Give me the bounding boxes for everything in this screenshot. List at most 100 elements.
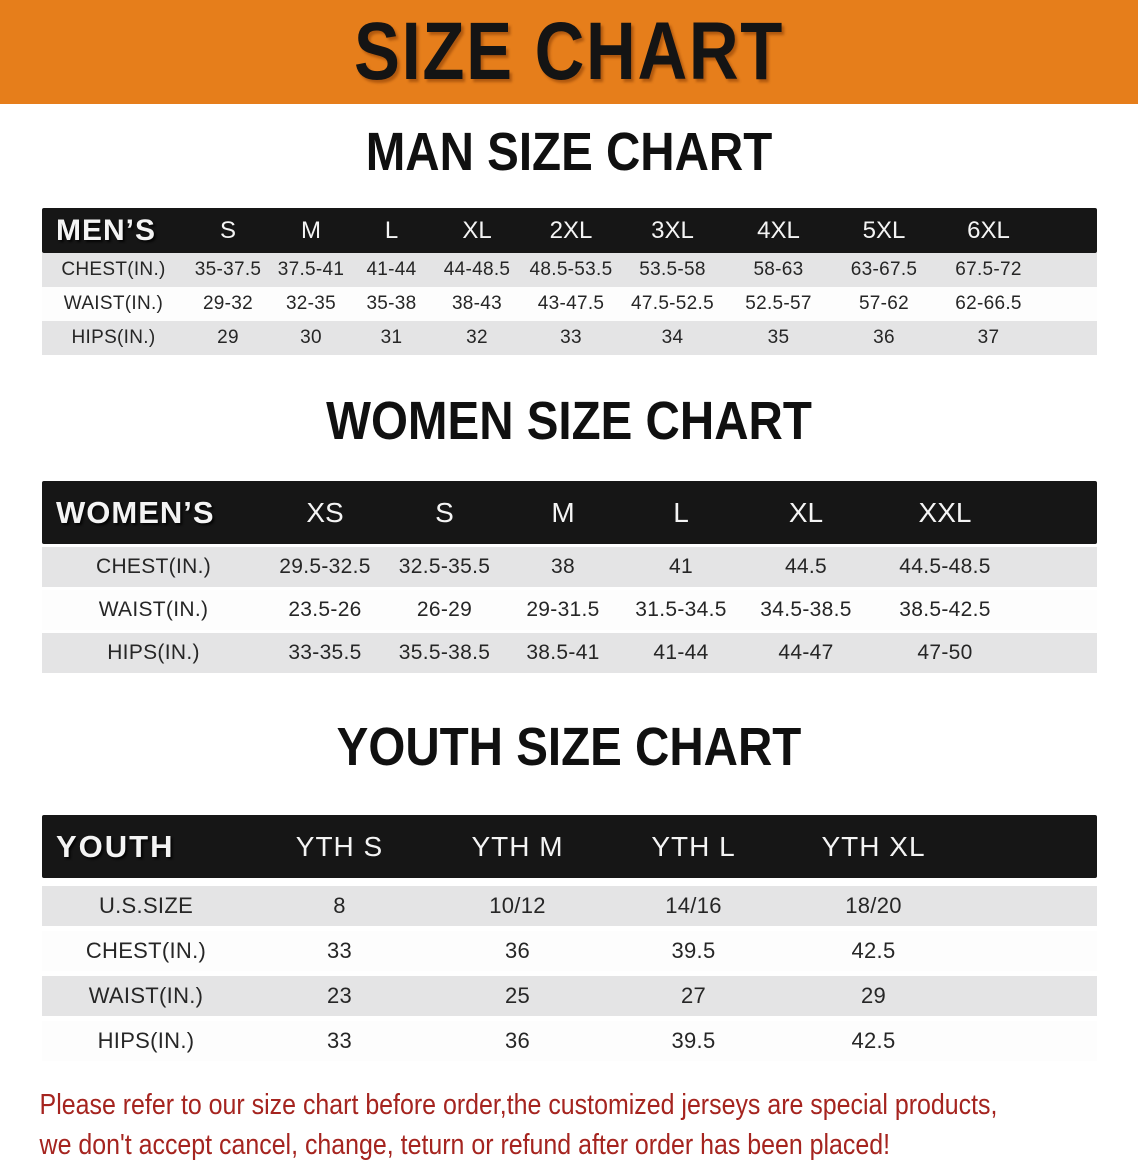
size-cell: 35.5-38.5 <box>398 641 491 664</box>
column-header-xl: XL <box>462 216 492 244</box>
size-cell: 41-44 <box>366 259 417 280</box>
size-cell: 41 <box>669 555 693 578</box>
size-cell: 63-67.5 <box>850 259 918 280</box>
disclaimer: Please refer to our size chart before or… <box>0 1085 1138 1165</box>
column-header-xxl: XXL <box>918 496 972 528</box>
size-cell: 67.5-72 <box>955 259 1022 280</box>
men-table-title: MEN’S <box>56 213 157 247</box>
size-cell: 38.5-42.5 <box>899 598 991 621</box>
size-cell: 33-35.5 <box>288 641 362 664</box>
size-cell: 44.5-48.5 <box>899 555 991 578</box>
youth-ussize-row: U.S.SIZE 8 10/12 14/16 18/20 <box>42 886 1097 926</box>
youth-section-heading-text: YOUTH SIZE CHART <box>336 717 802 777</box>
row-label: HIPS(IN.) <box>107 641 200 664</box>
column-header-m: M <box>551 496 575 528</box>
size-cell: 42.5 <box>851 1028 896 1053</box>
size-cell: 34.5-38.5 <box>760 598 852 621</box>
column-header-l: L <box>673 496 689 528</box>
size-cell: 38.5-41 <box>526 641 600 664</box>
size-cell: 32.5-35.5 <box>398 555 491 578</box>
size-cell: 48.5-53.5 <box>529 259 613 280</box>
size-cell: 53.5-58 <box>639 259 706 280</box>
size-cell: 44-48.5 <box>443 259 511 280</box>
men-section-heading-text: MAN SIZE CHART <box>365 122 773 182</box>
size-cell: 39.5 <box>671 938 716 963</box>
men-table-header: MEN’S S M L XL 2XL 3XL 4XL 5XL 6XL <box>42 208 1097 253</box>
women-chest-row: CHEST(IN.) 29.5-32.5 32.5-35.5 38 41 44.… <box>42 547 1097 587</box>
size-cell: 47-50 <box>917 641 973 664</box>
row-label: HIPS(IN.) <box>71 327 156 348</box>
size-cell: 26-29 <box>416 598 473 621</box>
column-header-m: M <box>301 216 321 244</box>
women-section-heading: WOMEN SIZE CHART <box>0 393 1138 463</box>
size-cell: 18/20 <box>845 893 902 918</box>
youth-table-title: YOUTH <box>56 828 175 864</box>
size-cell: 29.5-32.5 <box>279 555 371 578</box>
column-header-6xl: 6XL <box>967 216 1010 244</box>
column-header-l: L <box>384 216 399 244</box>
size-cell: 44-47 <box>778 641 834 664</box>
size-cell: 25 <box>504 983 531 1008</box>
women-size-table: WOMEN’S XS S M L XL XXL CHEST(IN.) 29.5-… <box>42 481 1097 673</box>
row-label: WAIST(IN.) <box>98 598 209 621</box>
men-waist-row: WAIST(IN.) 29-32 32-35 35-38 38-43 43-47… <box>42 287 1097 321</box>
youth-size-table: YOUTH YTH S YTH M YTH L YTH XL U.S.SIZE … <box>42 815 1097 1061</box>
column-header-xs: XS <box>306 496 344 528</box>
disclaimer-line-1: Please refer to our size chart before or… <box>39 1089 998 1121</box>
men-chest-row: CHEST(IN.) 35-37.5 37.5-41 41-44 44-48.5… <box>42 253 1097 287</box>
size-cell: 14/16 <box>665 893 722 918</box>
size-cell: 30 <box>300 327 322 348</box>
row-label: CHEST(IN.) <box>85 938 207 963</box>
women-section-heading-text: WOMEN SIZE CHART <box>326 391 812 451</box>
size-cell: 8 <box>333 893 346 918</box>
row-label: WAIST(IN.) <box>63 293 164 314</box>
column-header-s: S <box>435 496 454 528</box>
men-hips-row: HIPS(IN.) 29 30 31 32 33 34 35 36 37 <box>42 321 1097 355</box>
row-label: CHEST(IN.) <box>96 555 211 578</box>
size-cell: 43-47.5 <box>537 293 605 314</box>
column-header-2xl: 2XL <box>549 216 593 244</box>
size-cell: 35-37.5 <box>194 259 262 280</box>
column-header-yth-xl: YTH XL <box>821 830 926 862</box>
size-cell: 44.5 <box>784 555 828 578</box>
column-header-5xl: 5XL <box>862 216 906 244</box>
column-header-4xl: 4XL <box>757 216 800 244</box>
size-cell: 29-32 <box>202 293 254 314</box>
row-label: WAIST(IN.) <box>88 983 204 1008</box>
size-cell: 31 <box>380 327 403 348</box>
banner-title: SIZE CHART <box>353 6 785 97</box>
size-cell: 23 <box>326 983 353 1008</box>
size-cell: 52.5-57 <box>745 293 812 314</box>
size-cell: 29 <box>860 983 887 1008</box>
size-cell: 57-62 <box>858 293 910 314</box>
size-cell: 35 <box>767 327 790 348</box>
column-header-xl: XL <box>788 496 824 528</box>
column-header-yth-l: YTH L <box>651 830 736 862</box>
women-table-header: WOMEN’S XS S M L XL XXL <box>42 481 1097 544</box>
size-cell: 36 <box>873 327 895 348</box>
size-cell: 42.5 <box>851 938 896 963</box>
size-cell: 10/12 <box>489 893 546 918</box>
youth-waist-row: WAIST(IN.) 23 25 27 29 <box>42 976 1097 1016</box>
column-header-yth-m: YTH M <box>471 830 564 862</box>
size-cell: 33 <box>326 938 353 963</box>
size-cell: 39.5 <box>671 1028 716 1053</box>
size-cell: 32 <box>466 327 488 348</box>
women-waist-row: WAIST(IN.) 23.5-26 26-29 29-31.5 31.5-34… <box>42 590 1097 630</box>
column-header-3xl: 3XL <box>651 216 694 244</box>
men-size-table: MEN’S S M L XL 2XL 3XL 4XL 5XL 6XL CHEST… <box>42 208 1097 355</box>
youth-hips-row: HIPS(IN.) 33 36 39.5 42.5 <box>42 1021 1097 1061</box>
size-cell: 31.5-34.5 <box>635 598 727 621</box>
size-cell: 33 <box>560 327 582 348</box>
size-cell: 38 <box>551 555 575 578</box>
size-cell: 32-35 <box>285 293 337 314</box>
size-cell: 35-38 <box>366 293 417 314</box>
size-cell: 34 <box>661 327 684 348</box>
size-cell: 37 <box>977 327 1000 348</box>
size-chart-banner: SIZE CHART <box>0 0 1138 104</box>
size-cell: 47.5-52.5 <box>631 293 714 314</box>
disclaimer-line-2: we don't accept cancel, change, teturn o… <box>39 1129 891 1161</box>
youth-table-header: YOUTH YTH S YTH M YTH L YTH XL <box>42 815 1097 878</box>
women-hips-row: HIPS(IN.) 33-35.5 35.5-38.5 38.5-41 41-4… <box>42 633 1097 673</box>
size-cell: 27 <box>680 983 707 1008</box>
